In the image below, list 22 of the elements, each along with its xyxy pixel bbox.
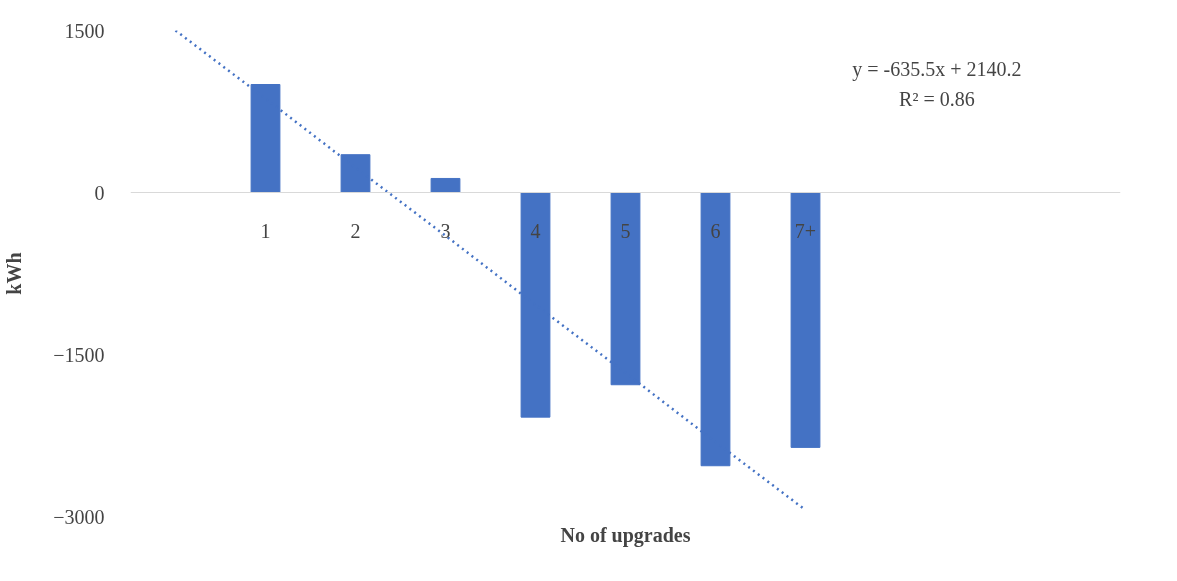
x-tick-label: 1 — [260, 219, 271, 242]
bar — [700, 192, 731, 467]
y-tick-label: 1500 — [64, 19, 105, 42]
annotation: R² = 0.86 — [899, 87, 975, 110]
annotation: y = -635.5x + 2140.2 — [852, 58, 1022, 82]
x-tick-label: 4 — [530, 219, 541, 242]
x-tick-label: 5 — [620, 219, 631, 242]
y-tick-label: −3000 — [53, 505, 105, 528]
bar — [610, 192, 641, 386]
bar — [520, 192, 551, 418]
y-tick-label: 0 — [94, 181, 105, 204]
bar — [430, 177, 461, 193]
x-tick-label: 2 — [350, 219, 361, 242]
x-tick-label: 6 — [710, 219, 721, 242]
x-axis-title: No of upgrades — [560, 523, 691, 547]
y-axis-title: kWh — [3, 252, 26, 295]
x-tick-label: 3 — [440, 219, 451, 242]
bar — [790, 192, 821, 448]
bar — [340, 154, 371, 193]
x-tick-label: 7+ — [794, 219, 817, 242]
bar — [250, 84, 281, 193]
y-tick-label: −1500 — [53, 343, 105, 366]
